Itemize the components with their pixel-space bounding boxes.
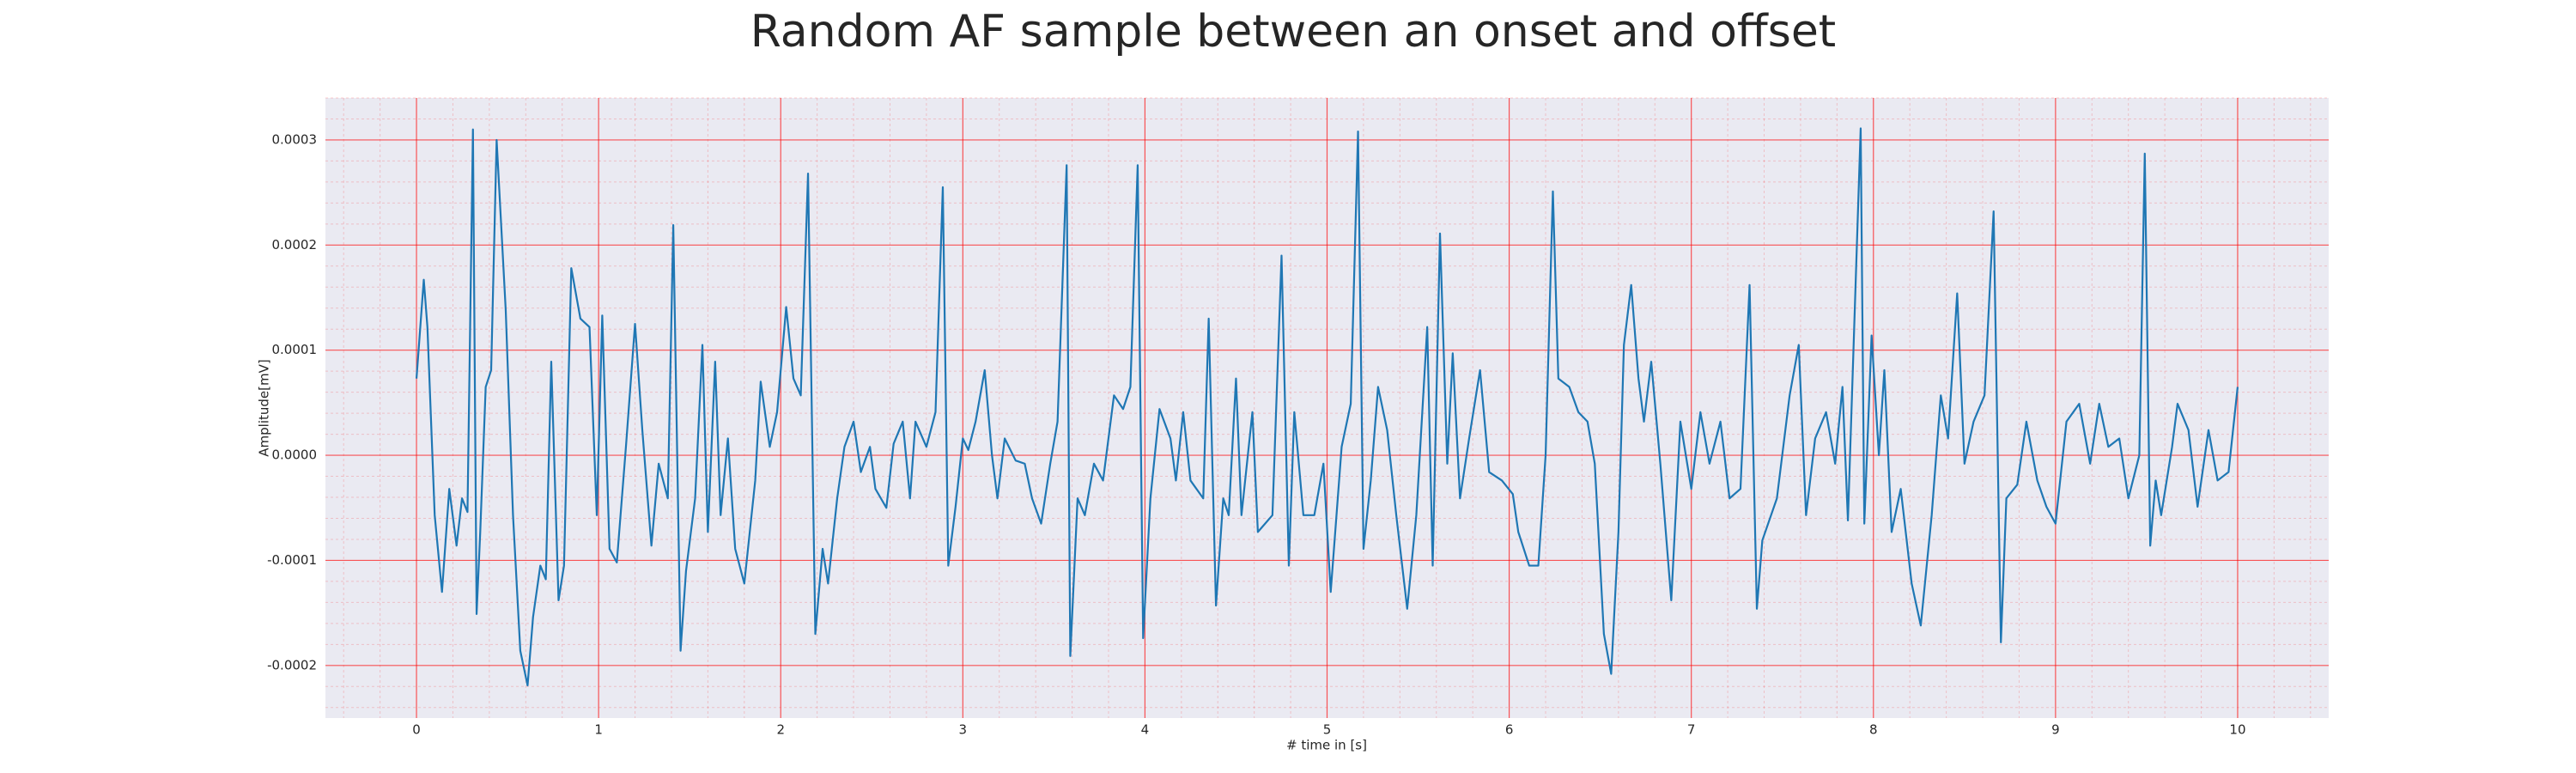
y-tick-label: 0.0000 bbox=[272, 447, 318, 463]
signal-line bbox=[415, 127, 2239, 687]
x-tick-label: 2 bbox=[776, 722, 785, 738]
x-tick-label: 6 bbox=[1505, 722, 1514, 738]
x-tick-label: 5 bbox=[1323, 722, 1332, 738]
x-tick-label: 7 bbox=[1687, 722, 1696, 738]
x-tick-label: 4 bbox=[1141, 722, 1150, 738]
x-tick-label: 3 bbox=[959, 722, 968, 738]
y-axis-label: Amplitude[mV] bbox=[257, 359, 272, 456]
y-tick-label: 0.0002 bbox=[272, 237, 318, 253]
x-tick-label: 9 bbox=[2051, 722, 2060, 738]
y-tick-label: 0.0003 bbox=[272, 131, 318, 147]
y-tick-label: -0.0002 bbox=[267, 657, 317, 673]
x-tick-label: 10 bbox=[2229, 722, 2245, 738]
y-tick-label: 0.0001 bbox=[272, 342, 318, 357]
x-tick-label: 0 bbox=[412, 722, 421, 738]
x-tick-label: 8 bbox=[1869, 722, 1878, 738]
x-tick-label: 1 bbox=[594, 722, 603, 738]
chart-title: Random AF sample between an onset and of… bbox=[750, 6, 1836, 58]
y-tick-label: -0.0001 bbox=[267, 552, 317, 568]
x-axis-label: # time in [s] bbox=[1286, 738, 1367, 753]
grid bbox=[325, 97, 2329, 718]
